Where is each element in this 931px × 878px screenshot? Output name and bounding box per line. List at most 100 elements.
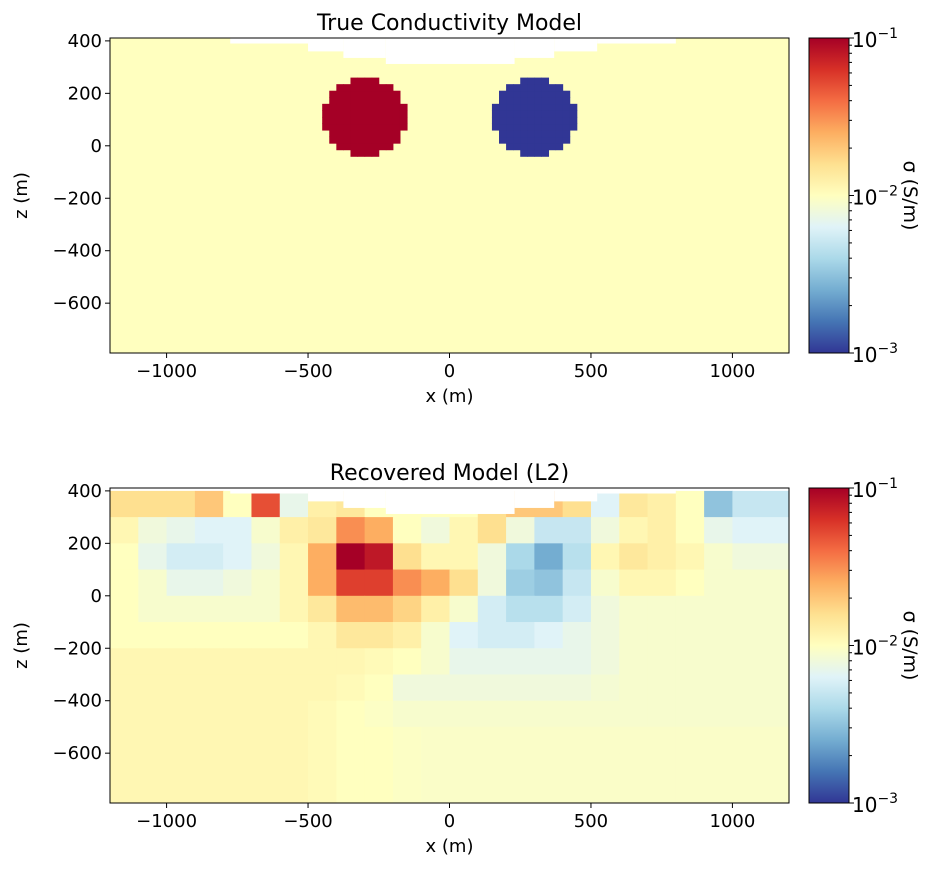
heatmap-cell [704,569,733,597]
heatmap-cell [590,517,620,544]
resistor-cell [491,123,500,131]
heatmap-cell [619,753,649,780]
heatmap-cell [760,726,790,754]
resistor-cell [548,97,557,105]
heatmap-cell [534,543,564,571]
heatmap-cell [166,779,196,804]
conductor-cell [322,123,330,131]
heatmap-cell [647,753,677,780]
y-tick-label: −400 [53,241,102,262]
heatmap-cell [279,543,309,571]
heatmap-cell [392,753,422,780]
conductor-cell [371,77,380,85]
heatmap-cell [421,569,450,597]
heatmap-cell [590,726,620,754]
heatmap-cell [675,753,705,780]
heatmap-cell [619,648,649,675]
resistor-cell [513,136,521,144]
true-model-panel: True Conductivity Model −1000 −500 0 500 1000… [11,11,921,407]
conductor-cell [350,149,359,157]
heatmap-cell [449,648,479,675]
heatmap-cell [223,648,252,675]
air-region [597,38,676,44]
conductor-cell [371,116,380,125]
conductor-cell [357,116,366,125]
conductor-cell [364,77,373,85]
air-region [385,488,515,514]
conductor-cell [357,77,366,85]
heatmap-cell [336,700,366,728]
heatmap-cell [110,779,139,804]
heatmap-cell [194,543,224,571]
y-axis-label: z (m) [11,172,32,219]
heatmap-cell [251,622,281,649]
heatmap-cell [506,753,535,780]
resistor-cell [527,103,535,111]
air-region [514,38,555,58]
conductor-cell [392,116,401,125]
heatmap-cell [336,595,366,623]
heatmap-cell [760,622,790,649]
conductor-cell [343,103,351,111]
resistor-cell [541,110,550,118]
heatmap-cell [308,595,337,623]
heatmap-cell [675,700,705,728]
air-region [514,488,555,508]
heatmap-cell [477,543,507,571]
conductor-cell [343,136,351,144]
background-cells [110,38,789,353]
conductor-cell [371,90,380,98]
heatmap-cell [138,779,168,804]
heatmap-cell [336,569,366,597]
resistor-cell [520,130,528,138]
conductor-cell [357,149,366,157]
conductor-cell [329,110,337,118]
heatmap-cell [194,700,224,728]
conductor-cell [329,103,337,111]
conductor-cell [350,130,359,138]
heatmap-cell [392,700,422,728]
heatmap-cell [421,779,450,804]
heatmap-cell [704,674,733,702]
heatmap-cell [138,700,168,728]
heatmap-cell [704,779,733,804]
heatmap-cell [732,490,762,518]
heatmap-cell [279,569,309,597]
conductor-cell [378,90,387,98]
heatmap-cell [421,622,450,649]
heatmap-cell [223,490,252,518]
heatmap-cell [223,517,252,544]
conductor-cell [350,97,359,105]
heatmap-cell [194,648,224,675]
heatmap-cell [647,517,677,544]
heatmap-cell [760,517,790,544]
conductor-cell [392,130,401,138]
heatmap-cell [449,726,479,754]
heatmap-cell [760,569,790,597]
conductor-cell [343,90,351,98]
colorbar-tick-exponent: −3 [877,791,898,807]
heatmap-cell [251,595,281,623]
heatmap-cell [336,622,366,649]
heatmap-cell [534,700,564,728]
heatmap-cell [534,753,564,780]
y-tick-label: −400 [53,691,102,712]
heatmap-cell [647,648,677,675]
heatmap-cell [704,726,733,754]
heatmap-cell [732,726,762,754]
heatmap-cell [308,648,337,675]
x-axis-label: x (m) [426,836,474,857]
conductor-cell [329,90,337,98]
heatmap-cell [110,622,139,649]
heatmap-cell [138,622,168,649]
heatmap-cell [534,779,564,804]
heatmap-cell [251,648,281,675]
resistor-cell [541,97,550,105]
resistor-cell [562,130,571,138]
heatmap-cell [194,595,224,623]
heatmap-cell [421,543,450,571]
conductor-cell [392,103,401,111]
resistor-cell [520,123,528,131]
conductor-cell [357,97,366,105]
